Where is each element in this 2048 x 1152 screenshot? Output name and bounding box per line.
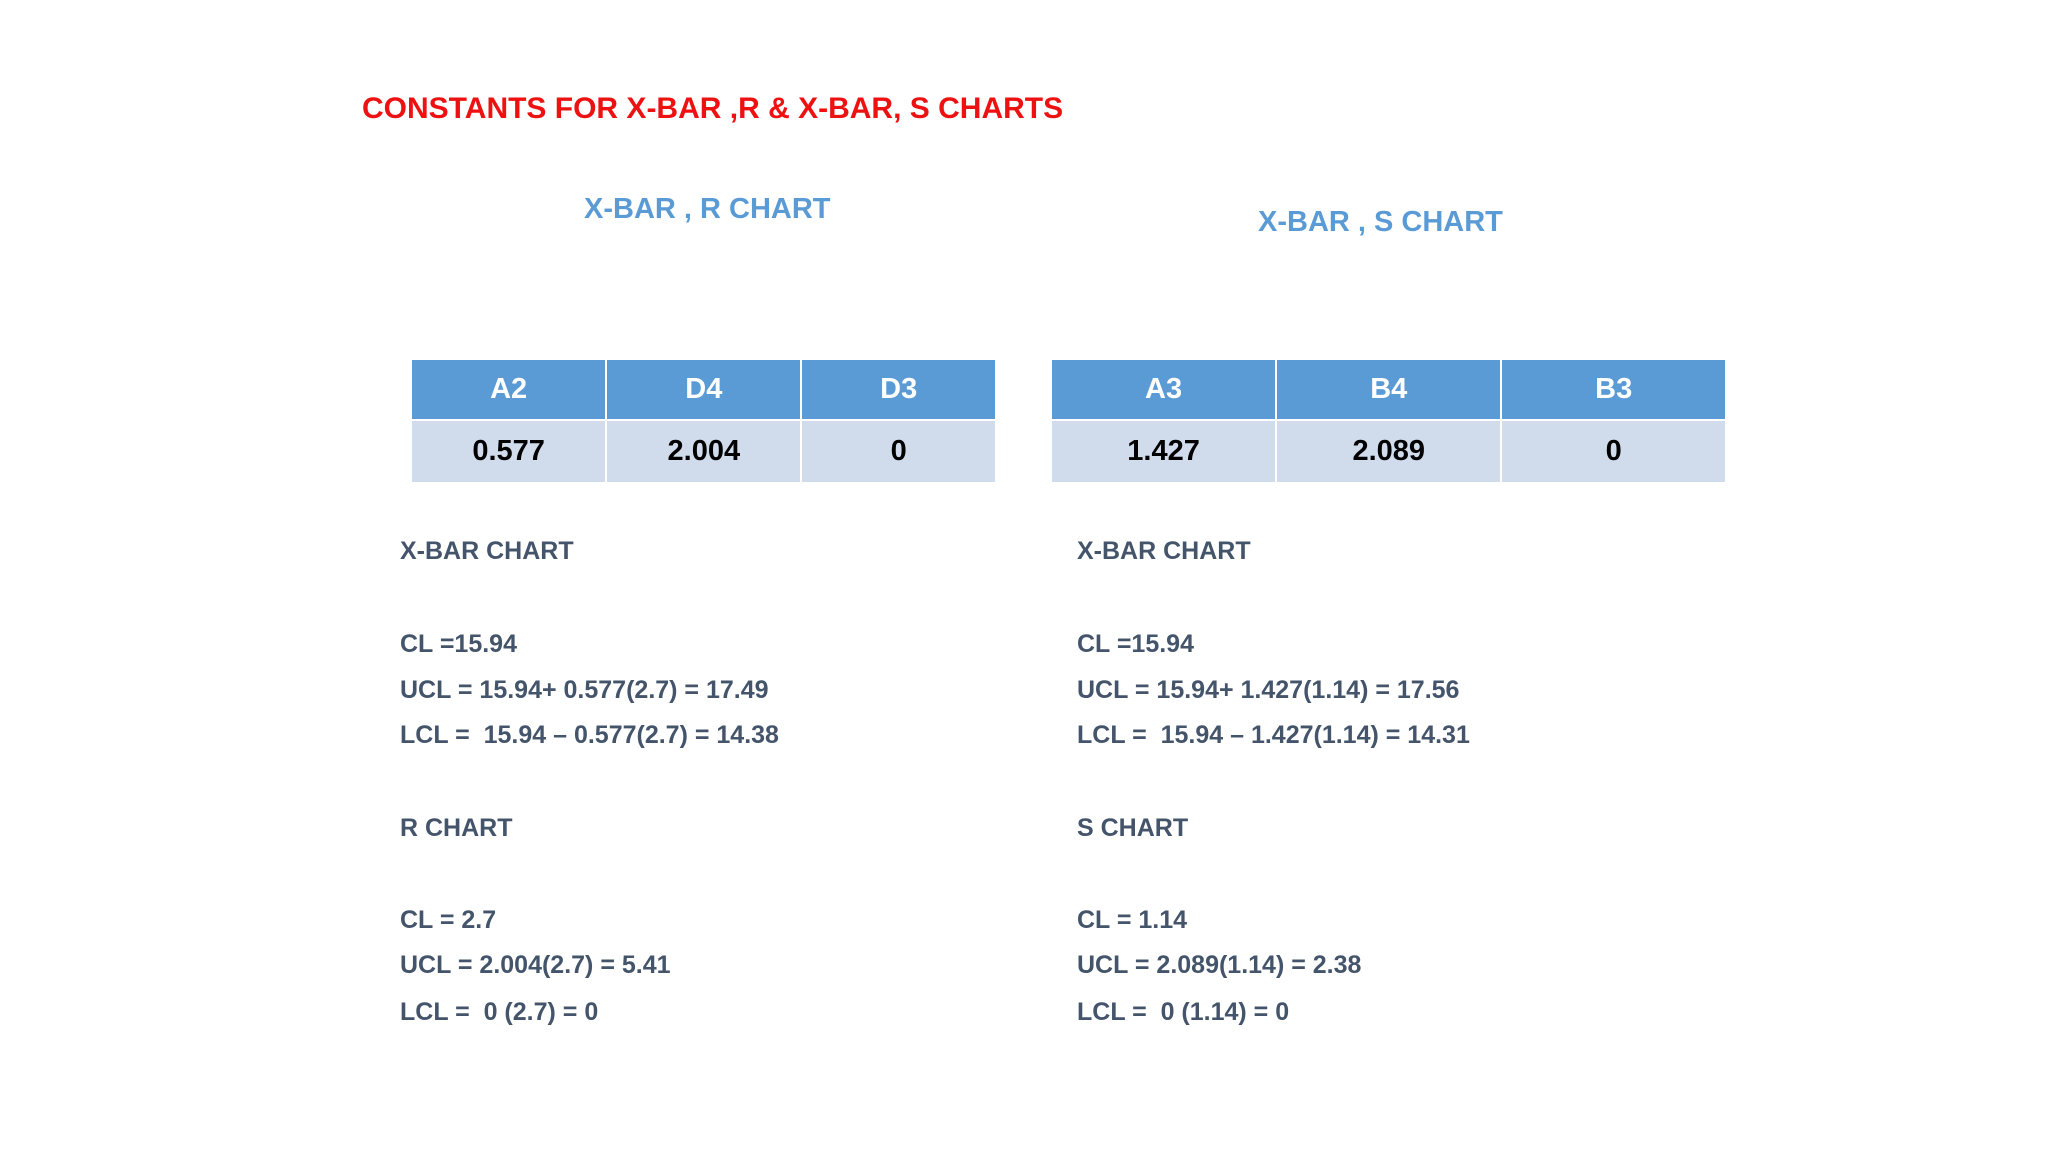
formula-line: CL =15.94 [400,630,517,658]
formula-line: UCL = 2.089(1.14) = 2.38 [1077,951,1362,979]
chart-heading: S CHART [1077,814,1189,842]
chart-heading: R CHART [400,814,513,842]
table-cell: 1.427 [1049,419,1278,484]
formula-line: CL = 1.14 [1077,906,1188,934]
table-cell: 0 [800,419,997,484]
table-header-cell: B4 [1275,358,1503,421]
formula-line: CL = 2.7 [400,906,497,934]
formula-line: UCL = 2.004(2.7) = 5.41 [400,951,671,979]
table-header-cell: D4 [605,358,803,421]
table-header-row: A3 B4 B3 [1049,358,1727,421]
table-row: 1.427 2.089 0 [1049,419,1727,484]
table-cell: 2.089 [1275,419,1503,484]
constants-table: A3 B4 B3 1.427 2.089 0 [1049,358,1727,484]
table-row: 0.577 2.004 0 [409,419,997,484]
table-cell: 2.004 [605,419,803,484]
table-header-row: A2 D4 D3 [409,358,997,421]
constants-table: A2 D4 D3 0.577 2.004 0 [409,358,997,484]
table-header-cell: B3 [1500,358,1727,421]
formula-line: CL =15.94 [1077,630,1194,658]
formula-line: LCL = 0 (1.14) = 0 [1077,998,1290,1026]
formula-line: LCL = 15.94 – 0.577(2.7) = 14.38 [400,721,779,749]
table-cell: 0.577 [409,419,608,484]
slide-title: CONSTANTS FOR X-BAR ,R & X-BAR, S CHARTS [362,92,1064,125]
section-subtitle: X-BAR , R CHART [584,193,831,225]
section-subtitle: X-BAR , S CHART [1258,206,1503,238]
formula-line: LCL = 0 (2.7) = 0 [400,998,599,1026]
formula-line: UCL = 15.94+ 0.577(2.7) = 17.49 [400,676,769,704]
table-header-cell: D3 [800,358,997,421]
chart-heading: X-BAR CHART [400,537,574,565]
table-header-cell: A3 [1049,358,1278,421]
table-cell: 0 [1500,419,1727,484]
table-header-cell: A2 [409,358,608,421]
formula-line: UCL = 15.94+ 1.427(1.14) = 17.56 [1077,676,1460,704]
formula-line: LCL = 15.94 – 1.427(1.14) = 14.31 [1077,721,1470,749]
chart-heading: X-BAR CHART [1077,537,1251,565]
